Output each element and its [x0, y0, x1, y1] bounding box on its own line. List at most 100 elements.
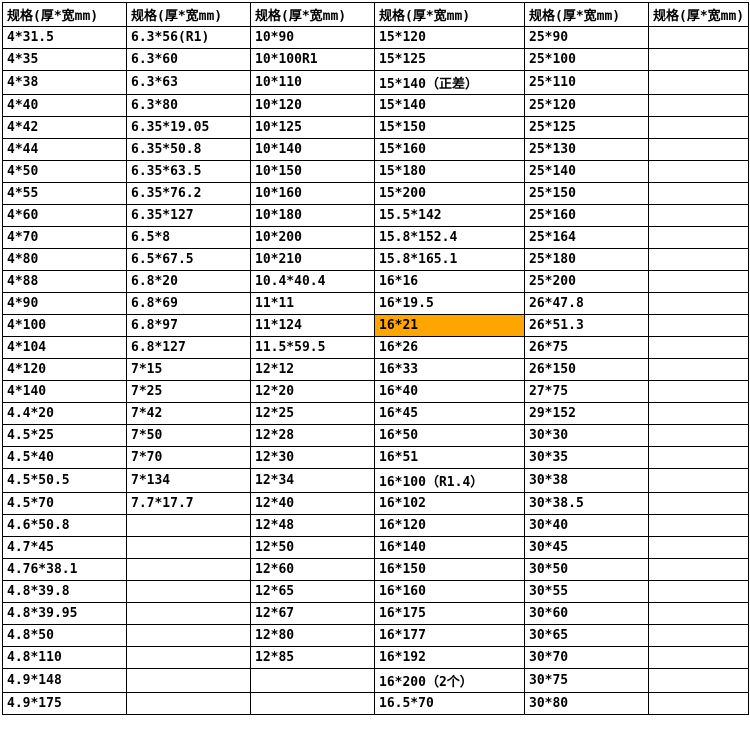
table-cell: 25*130 [525, 139, 649, 161]
table-cell: 16*21 [375, 315, 525, 337]
table-cell: 6.8*69 [127, 293, 251, 315]
table-cell: 30*60 [525, 603, 649, 625]
table-row: 4*356.3*6010*100R115*12525*100 [3, 49, 749, 71]
table-cell: 25*100 [525, 49, 649, 71]
table-cell: 11*124 [251, 315, 375, 337]
table-cell: 30*38.5 [525, 493, 649, 515]
table-cell: 25*180 [525, 249, 649, 271]
table-cell [649, 227, 749, 249]
table-row: 4.7*4512*5016*14030*45 [3, 537, 749, 559]
table-row: 4.5*707.7*17.712*4016*10230*38.5 [3, 493, 749, 515]
table-cell: 12*80 [251, 625, 375, 647]
table-cell [127, 625, 251, 647]
table-row: 4*1207*1512*1216*3326*150 [3, 359, 749, 381]
table-cell: 4.8*110 [3, 647, 127, 669]
table-cell [649, 95, 749, 117]
table-cell: 10*110 [251, 71, 375, 95]
table-cell: 30*35 [525, 447, 649, 469]
table-cell [649, 669, 749, 693]
table-cell [649, 647, 749, 669]
table-cell [649, 693, 749, 715]
table-cell: 6.3*80 [127, 95, 251, 117]
table-cell: 10*210 [251, 249, 375, 271]
table-cell: 15*160 [375, 139, 525, 161]
table-cell: 4.8*39.95 [3, 603, 127, 625]
table-row: 4*806.5*67.510*21015.8*165.125*180 [3, 249, 749, 271]
table-cell [649, 183, 749, 205]
table-cell: 25*125 [525, 117, 649, 139]
table-cell: 16*16 [375, 271, 525, 293]
table-cell: 6.8*97 [127, 315, 251, 337]
table-cell: 16*120 [375, 515, 525, 537]
table-cell [127, 693, 251, 715]
spec-table: 规格(厚*宽mm) 规格(厚*宽mm) 规格(厚*宽mm) 规格(厚*宽mm) … [2, 2, 749, 715]
table-row: 4*606.35*12710*18015.5*14225*160 [3, 205, 749, 227]
table-cell: 15.5*142 [375, 205, 525, 227]
table-cell: 16*177 [375, 625, 525, 647]
table-cell [649, 49, 749, 71]
table-cell: 25*110 [525, 71, 649, 95]
table-cell: 16*100（R1.4） [375, 469, 525, 493]
table-cell [649, 581, 749, 603]
table-cell: 4.5*25 [3, 425, 127, 447]
table-row: 4*886.8*2010.4*40.416*1625*200 [3, 271, 749, 293]
header-col-3: 规格(厚*宽mm) [251, 3, 375, 27]
table-cell: 4*35 [3, 49, 127, 71]
table-cell: 27*75 [525, 381, 649, 403]
table-cell: 29*152 [525, 403, 649, 425]
table-cell: 12*48 [251, 515, 375, 537]
table-cell: 16*40 [375, 381, 525, 403]
table-cell: 12*67 [251, 603, 375, 625]
table-cell: 12*60 [251, 559, 375, 581]
table-cell [649, 403, 749, 425]
header-col-5: 规格(厚*宽mm) [525, 3, 649, 27]
table-cell: 10*120 [251, 95, 375, 117]
table-cell: 4*38 [3, 71, 127, 95]
table-row: 4.5*407*7012*3016*5130*35 [3, 447, 749, 469]
table-cell: 4*140 [3, 381, 127, 403]
table-cell [649, 117, 749, 139]
table-cell: 10*150 [251, 161, 375, 183]
table-cell: 6.35*127 [127, 205, 251, 227]
table-cell: 7*50 [127, 425, 251, 447]
table-cell: 15.8*165.1 [375, 249, 525, 271]
table-row: 4.76*38.112*6016*15030*50 [3, 559, 749, 581]
table-cell [649, 469, 749, 493]
table-cell [251, 669, 375, 693]
table-cell: 6.35*76.2 [127, 183, 251, 205]
table-cell [649, 425, 749, 447]
table-cell [649, 493, 749, 515]
table-row: 4*556.35*76.210*16015*20025*150 [3, 183, 749, 205]
table-row: 4.4*207*4212*2516*4529*152 [3, 403, 749, 425]
table-cell: 30*30 [525, 425, 649, 447]
table-cell: 7*25 [127, 381, 251, 403]
table-cell: 6.3*60 [127, 49, 251, 71]
table-cell: 16*160 [375, 581, 525, 603]
table-cell: 12*65 [251, 581, 375, 603]
table-cell: 26*150 [525, 359, 649, 381]
table-cell: 4*90 [3, 293, 127, 315]
table-cell: 12*25 [251, 403, 375, 425]
table-cell: 12*34 [251, 469, 375, 493]
table-cell: 6.8*20 [127, 271, 251, 293]
table-cell: 10*140 [251, 139, 375, 161]
table-row: 4*1006.8*9711*12416*2126*51.3 [3, 315, 749, 337]
table-cell [649, 359, 749, 381]
table-row: 4.6*50.812*4816*12030*40 [3, 515, 749, 537]
table-cell: 4*50 [3, 161, 127, 183]
table-cell: 6.3*63 [127, 71, 251, 95]
table-cell: 15*140 [375, 95, 525, 117]
table-cell: 4.5*40 [3, 447, 127, 469]
table-cell: 10*125 [251, 117, 375, 139]
table-cell: 4*44 [3, 139, 127, 161]
table-cell: 4*31.5 [3, 27, 127, 49]
table-cell: 4*100 [3, 315, 127, 337]
table-cell: 4.9*175 [3, 693, 127, 715]
table-cell: 11.5*59.5 [251, 337, 375, 359]
table-cell [649, 161, 749, 183]
table-cell: 10*200 [251, 227, 375, 249]
table-row: 4.8*11012*8516*19230*70 [3, 647, 749, 669]
table-cell: 6.35*50.8 [127, 139, 251, 161]
table-cell: 26*47.8 [525, 293, 649, 315]
table-cell: 6.35*63.5 [127, 161, 251, 183]
